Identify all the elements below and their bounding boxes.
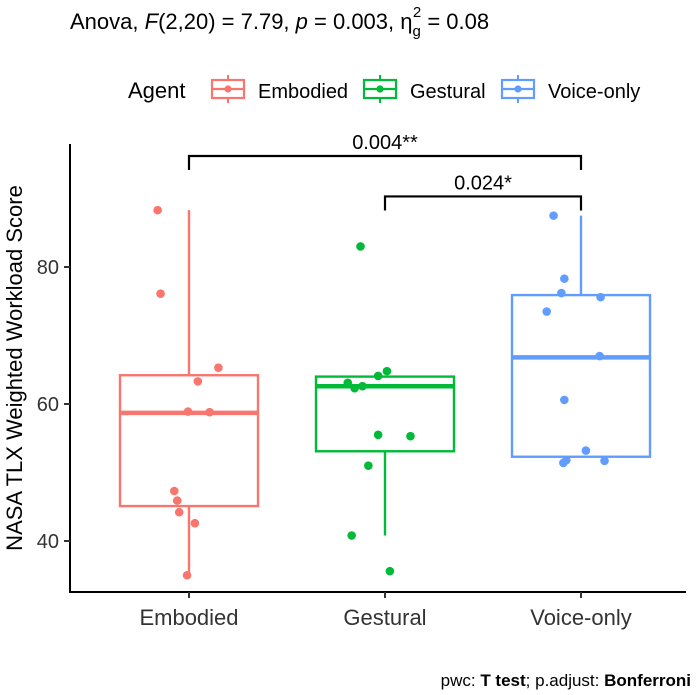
comparison-label-2: 0.024* (454, 172, 512, 194)
x-tick-label-embodied: Embodied (139, 605, 238, 630)
legend-item-gestural: Gestural (362, 75, 486, 103)
iqr-box-voice-only (510, 293, 652, 458)
comparison-bracket-1 (187, 154, 583, 171)
legend-label-embodied: Embodied (258, 81, 348, 103)
point-voice-only-5 (596, 292, 605, 302)
point-embodied-11 (182, 570, 192, 580)
point-embodied-8 (172, 496, 182, 505)
point-voice-only-7 (560, 395, 569, 405)
caption-test: T test (480, 671, 526, 690)
y-axis-ticks: 40 60 80 (37, 257, 70, 553)
point-gestural-11 (385, 566, 395, 576)
iqr-box-embodied (118, 374, 260, 508)
legend-label-gestural: Gestural (410, 81, 486, 103)
y-tick-label-60: 60 (37, 394, 59, 416)
point-voice-only-10 (559, 458, 568, 468)
x-tick-label-gestural: Gestural (343, 605, 426, 630)
comparison-brackets: 0.004** 0.024* (187, 132, 583, 211)
subtitle-eta-value: = 0.08 (421, 9, 489, 34)
iqr-box-gestural (314, 375, 456, 453)
caption-mid: ; p.adjust: (526, 671, 604, 690)
subtitle-p-text: = 0.003, (308, 9, 400, 34)
subtitle-p-name: p (295, 9, 308, 34)
comparison-bracket-2 (383, 195, 583, 211)
y-tick-label-40: 40 (37, 531, 59, 553)
point-embodied-7 (170, 486, 179, 496)
legend-key-gestural (362, 75, 398, 103)
box-gestural (314, 375, 456, 536)
subtitle-eta-symbol: η (400, 9, 412, 34)
legend: Agent Embodied Gestural Voice-only (128, 75, 640, 103)
point-gestural-2 (373, 371, 383, 381)
point-voice-only-4 (542, 307, 551, 316)
y-axis-label: NASA TLX Weighted Workload Score (2, 185, 27, 551)
point-gestural-7 (373, 430, 383, 440)
point-gestural-9 (364, 461, 373, 470)
data-points (153, 205, 609, 580)
point-embodied-6 (205, 407, 214, 417)
subtitle-eta-sub: g (413, 23, 421, 40)
box-embodied (118, 210, 260, 576)
point-embodied-4 (214, 363, 223, 372)
point-gestural-5 (358, 381, 367, 391)
caption-prefix: pwc: (441, 671, 481, 690)
chart-subtitle: Anova, F(2,20) = 7.79, p = 0.003, ηg 2 = … (70, 4, 489, 40)
caption-method: Bonferroni (604, 671, 691, 690)
point-gestural-8 (406, 431, 415, 441)
x-axis-ticks: Embodied Gestural Voice-only (139, 592, 632, 630)
point-gestural-6 (350, 383, 359, 393)
point-voice-only-3 (557, 288, 566, 298)
point-voice-only-1 (549, 211, 558, 220)
point-voice-only-11 (600, 456, 609, 466)
point-embodied-10 (190, 518, 200, 528)
point-voice-only-8 (581, 446, 591, 455)
comparison-1: 0.004** (187, 132, 583, 171)
legend-item-voice-only: Voice-only (500, 75, 640, 103)
legend-item-embodied: Embodied (210, 75, 348, 103)
point-gestural-1 (356, 242, 365, 251)
caption: pwc: T test; p.adjust: Bonferroni (441, 671, 691, 690)
legend-key-embodied (210, 75, 246, 103)
comparison-2: 0.024* (383, 172, 583, 211)
x-tick-label-voice-only: Voice-only (530, 605, 632, 630)
comparison-label-1: 0.004** (352, 132, 418, 154)
subtitle-eta-sup: 2 (413, 4, 421, 21)
y-tick-label-80: 80 (37, 257, 59, 279)
box-voice-only (510, 215, 652, 458)
subtitle-stat-args: (2,20) = 7.79, (158, 9, 296, 34)
boxes (118, 210, 652, 576)
point-gestural-3 (382, 366, 392, 376)
point-gestural-4 (343, 378, 353, 388)
point-gestural-10 (347, 531, 356, 540)
legend-label-voice-only: Voice-only (548, 81, 640, 103)
point-embodied-5 (183, 407, 193, 416)
point-embodied-3 (193, 377, 203, 386)
plot-area: 0.004** 0.024* 40 60 80 Embodied Gestural Voi… (37, 132, 686, 630)
point-embodied-2 (156, 289, 165, 299)
legend-title: Agent (128, 78, 186, 103)
subtitle-stat-name: F (145, 9, 160, 34)
point-voice-only-6 (595, 351, 604, 361)
legend-key-voice-only (500, 75, 536, 103)
point-embodied-1 (153, 205, 162, 215)
subtitle-prefix: Anova, (70, 9, 145, 34)
point-voice-only-2 (560, 274, 569, 283)
point-embodied-9 (174, 507, 184, 517)
